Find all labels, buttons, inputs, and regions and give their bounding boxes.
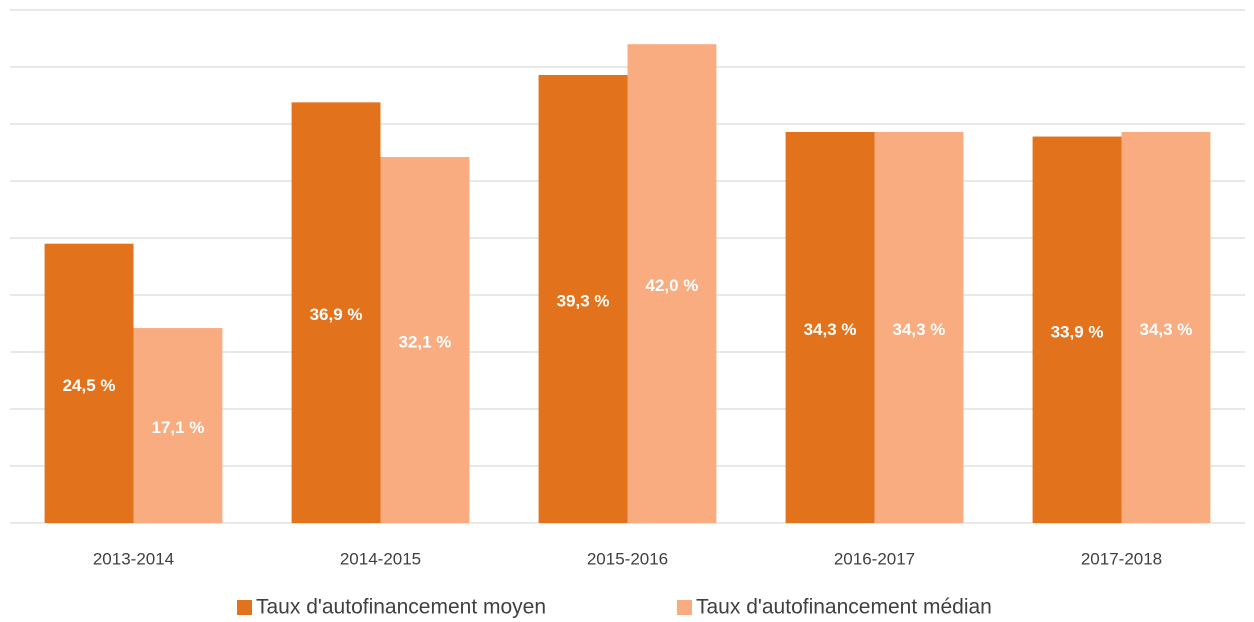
bar bbox=[133, 328, 223, 523]
data-label: 34,3 % bbox=[892, 320, 945, 339]
data-label: 24,5 % bbox=[63, 376, 116, 395]
data-label: 34,3 % bbox=[1139, 320, 1192, 339]
bar bbox=[1121, 131, 1211, 524]
bar bbox=[874, 131, 964, 524]
data-label: 34,3 % bbox=[804, 320, 857, 339]
x-tick-label: 2016-2017 bbox=[834, 549, 915, 568]
data-label: 36,9 % bbox=[310, 305, 363, 324]
x-tick-label: 2015-2016 bbox=[587, 549, 668, 568]
data-label: 32,1 % bbox=[398, 333, 451, 352]
data-label: 33,9 % bbox=[1051, 322, 1104, 341]
data-label: 42,0 % bbox=[645, 276, 698, 295]
bar bbox=[291, 102, 381, 523]
bar bbox=[1032, 136, 1122, 524]
legend-swatch bbox=[677, 600, 692, 615]
data-label: 39,3 % bbox=[557, 291, 610, 310]
bar bbox=[627, 44, 717, 523]
bar bbox=[538, 74, 628, 523]
x-tick-label: 2014-2015 bbox=[340, 549, 421, 568]
legend-label: Taux d'autofinancement moyen bbox=[256, 596, 546, 619]
legend-label: Taux d'autofinancement médian bbox=[696, 596, 992, 619]
bar bbox=[785, 131, 875, 524]
data-label: 17,1 % bbox=[151, 418, 204, 437]
x-tick-label: 2017-2018 bbox=[1081, 549, 1162, 568]
legend-swatch bbox=[237, 600, 252, 615]
x-tick-label: 2013-2014 bbox=[93, 549, 174, 568]
bar bbox=[380, 157, 470, 523]
bar bbox=[44, 243, 134, 523]
